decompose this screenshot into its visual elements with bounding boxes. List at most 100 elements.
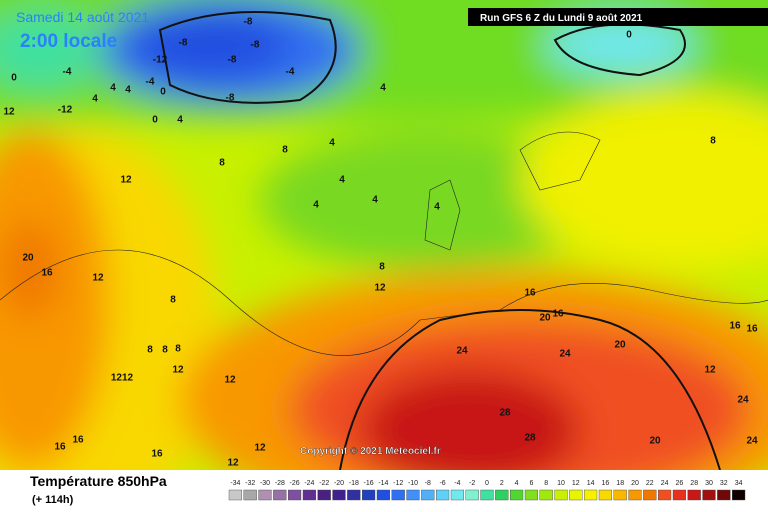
color-legend: -34 -32 -30 -28 -26 -24 -22 -20 -18 -16 -14 -12 -10-… <box>228 480 746 501</box>
legend-swatch <box>243 489 257 501</box>
isotherm-label: 8 <box>219 158 225 169</box>
isotherm-label: 16 <box>552 309 564 320</box>
legend-tick-label: -22 <box>319 480 329 487</box>
isotherm-label: -12 <box>58 105 73 116</box>
legend-swatch <box>406 489 420 501</box>
legend-swatch <box>228 489 243 501</box>
legend-tick-label: 14 <box>587 480 595 487</box>
isotherm-label: 0 <box>11 73 17 84</box>
legend-swatch <box>643 489 657 501</box>
legend-tick-label: 24 <box>661 480 669 487</box>
legend-swatch <box>510 489 524 501</box>
copyright: Copyright © 2021 Meteociel.fr <box>300 446 441 457</box>
legend-swatch <box>332 489 346 501</box>
legend-tick-label: 26 <box>676 480 684 487</box>
isotherm-label: 4 <box>339 175 345 186</box>
legend-swatch <box>302 489 317 501</box>
legend-tick-label: 0 <box>485 480 489 487</box>
legend-tick-label: -14 <box>378 480 388 487</box>
legend-tick-label: 6 <box>529 480 533 487</box>
isotherm-label: 8 <box>162 345 168 356</box>
footer-lead: (+ 114h) <box>32 494 74 506</box>
isotherm-label: 4 <box>177 115 183 126</box>
time: 2:00 locale <box>20 31 117 52</box>
legend-swatch <box>732 489 746 501</box>
legend-tick-label: 20 <box>631 480 639 487</box>
legend-tick-label: -30 <box>260 480 270 487</box>
isotherm-label: 12 <box>172 365 184 376</box>
isotherm-label: 4 <box>125 85 131 96</box>
legend-swatch <box>347 489 361 501</box>
legend-swatch <box>273 489 287 501</box>
isotherm-label: 4 <box>110 83 116 94</box>
isotherm-label: 20 <box>22 253 34 264</box>
isotherm-label: 8 <box>175 344 181 355</box>
isotherm-label: 4 <box>329 138 335 149</box>
isotherm-label: 16 <box>746 324 758 335</box>
legend-tick-label: 34 <box>735 480 743 487</box>
isotherm-label: 0 <box>626 30 632 41</box>
isotherm-label: 8 <box>170 295 176 306</box>
isotherm-label: -8 <box>179 38 188 49</box>
legend-swatch <box>465 489 479 501</box>
isotherm-label: 8 <box>282 145 288 156</box>
legend-swatch <box>687 489 701 501</box>
legend-swatch <box>480 489 494 501</box>
legend-swatch <box>584 489 598 501</box>
isotherm-label: 0 <box>152 115 158 126</box>
isotherm-label: 12 <box>254 443 266 454</box>
legend-swatch <box>317 489 331 501</box>
isotherm-label: 12 <box>227 458 239 469</box>
isotherm-label: 20 <box>614 340 626 351</box>
isotherm-label: 12 <box>3 107 15 118</box>
isotherm-label: -4 <box>286 67 295 78</box>
legend-tick-label: -26 <box>290 480 300 487</box>
legend-tick-label: 32 <box>720 480 728 487</box>
date: Samedi 14 août 2021 <box>16 9 149 25</box>
isotherm-label: 24 <box>456 346 468 357</box>
isotherm-label: 1212 <box>111 373 134 384</box>
legend-swatch <box>288 489 302 501</box>
legend-tick-label: -32 <box>245 480 255 487</box>
legend-tick-label: 30 <box>705 480 713 487</box>
legend-swatch <box>258 489 272 501</box>
isotherm-label: 28 <box>499 408 511 419</box>
legend-tick-label: -18 <box>349 480 359 487</box>
legend-tick-label: -34 <box>230 480 240 487</box>
legend-tick-label: 4 <box>515 480 519 487</box>
isotherm-label: 12 <box>704 365 716 376</box>
legend-tick-label: 28 <box>690 480 698 487</box>
run-box <box>468 8 768 26</box>
legend-tick-label: -8 <box>425 480 431 487</box>
isotherm-label: 4 <box>380 83 386 94</box>
legend-tick-label: 16 <box>602 480 610 487</box>
legend-tick-label: -10 <box>408 480 418 487</box>
isotherm-label: 24 <box>559 349 571 360</box>
isotherm-label: -8 <box>226 93 235 104</box>
legend-swatch <box>376 489 391 501</box>
isotherm-label: 20 <box>539 313 551 324</box>
legend-tick-label: -12 <box>393 480 403 487</box>
legend-tick-label: 12 <box>572 480 580 487</box>
legend-tick-label: 22 <box>646 480 654 487</box>
legend-swatch <box>421 489 435 501</box>
isotherm-label: 28 <box>524 433 536 444</box>
legend-swatch <box>717 489 731 501</box>
legend-swatch <box>628 489 642 501</box>
isotherm-label: 16 <box>41 268 53 279</box>
isotherm-label: 24 <box>746 436 758 447</box>
legend-swatch <box>569 489 583 501</box>
legend-swatch <box>539 489 553 501</box>
isotherm-label: 0 <box>160 87 166 98</box>
legend-tick-label: -2 <box>469 480 475 487</box>
isotherm-label: 12 <box>374 283 386 294</box>
legend-tick-label: -6 <box>439 480 445 487</box>
isotherm-label: 12 <box>224 375 236 386</box>
isotherm-label: 16 <box>729 321 741 332</box>
legend-swatch <box>495 489 509 501</box>
legend-tick-label: -24 <box>304 480 314 487</box>
isotherm-label: 4 <box>92 94 98 105</box>
isotherm-label: 4 <box>372 195 378 206</box>
isotherm-label: 16 <box>151 449 163 460</box>
